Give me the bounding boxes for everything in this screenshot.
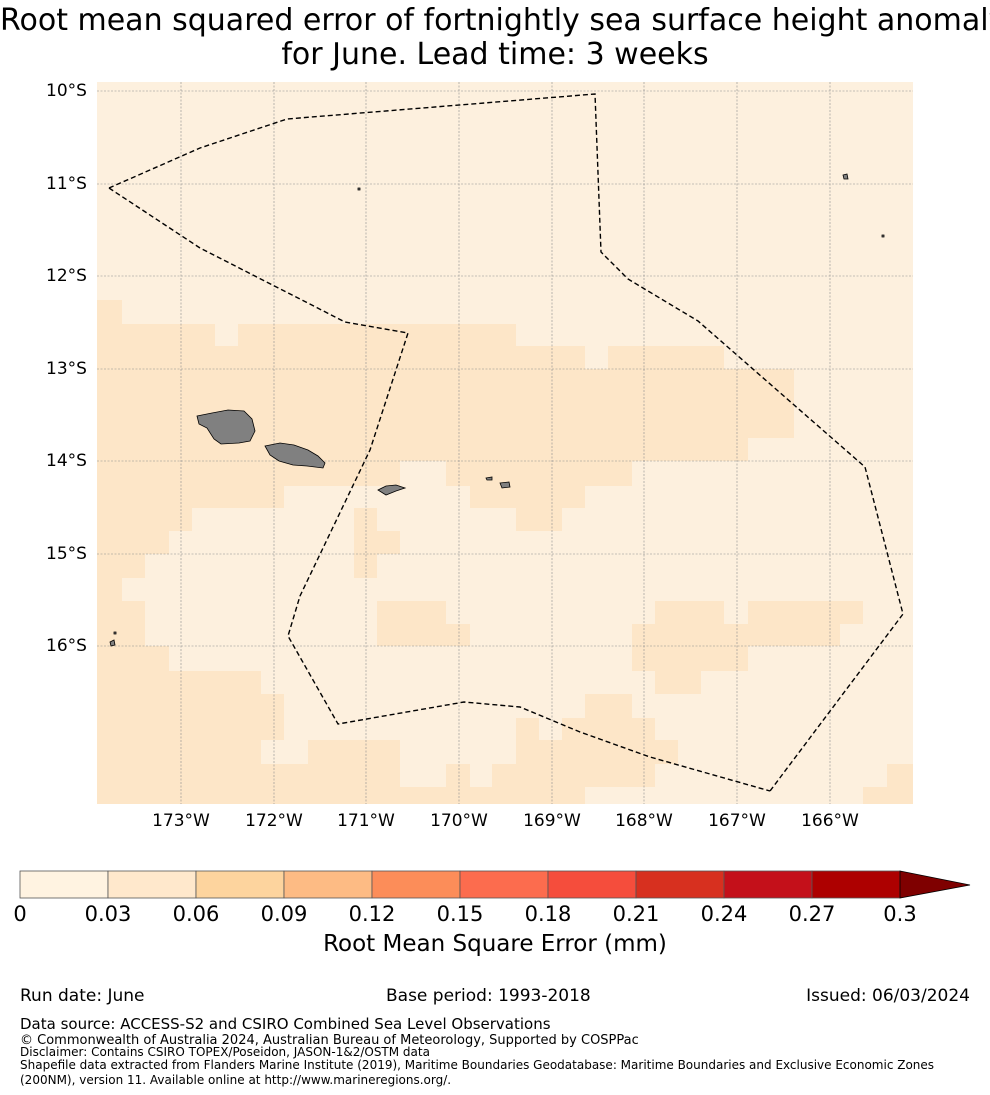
lon-label-166w: 166°W — [801, 811, 859, 831]
colorbar-segment — [283, 870, 373, 899]
lon-label-173w: 173°W — [152, 811, 210, 831]
lat-label-13s: 13°S — [46, 359, 87, 379]
colorbar-segments — [19, 870, 901, 899]
colorbar-segment — [635, 870, 725, 899]
colorbar-segment — [19, 870, 109, 899]
rmse-cells — [97, 300, 913, 804]
rmse-cell-patch-west — [97, 601, 284, 764]
lat-label-11s: 11°S — [46, 174, 87, 194]
map-title: Root mean squared error of fortnightly s… — [0, 4, 990, 72]
gridlines — [97, 82, 913, 804]
base-period: Base period: 1993-2018 — [386, 986, 591, 1006]
shapefile-credit-line-2: (200NM), version 11. Available online at… — [20, 1073, 452, 1087]
eez-boundary-north — [108, 93, 904, 792]
eez-boundary-west — [108, 187, 771, 792]
rmse-cell-patch-south — [97, 694, 678, 804]
colorbar-tick: 0.06 — [172, 902, 220, 926]
land-tau — [499, 481, 511, 489]
colorbar-segment — [459, 870, 549, 899]
shapefile-credit-line-1: Shapefile data extracted from Flanders M… — [20, 1058, 935, 1072]
lat-label-16s: 16°S — [46, 636, 87, 656]
colorbar — [19, 870, 971, 899]
colorbar-segment — [195, 870, 285, 899]
rmse-cell-band-north — [97, 300, 794, 601]
colorbar-segment — [811, 870, 901, 899]
data-source: Data source: ACCESS-S2 and CSIRO Combine… — [20, 1015, 551, 1033]
rmse-cell-patch-southeast — [863, 764, 913, 804]
land-wallis-islet — [113, 631, 117, 635]
map-panel — [97, 82, 913, 804]
lon-label-172w: 172°W — [245, 811, 303, 831]
colorbar-tick: 0.03 — [84, 902, 132, 926]
lon-label-169w: 169°W — [523, 811, 581, 831]
land-masses — [109, 173, 885, 647]
colorbar-tick: 0.24 — [700, 902, 748, 926]
copyright: © Commonwealth of Australia 2024, Austra… — [20, 1033, 639, 1048]
lat-label-15s: 15°S — [46, 544, 87, 564]
lon-label-171w: 171°W — [337, 811, 395, 831]
lat-label-14s: 14°S — [46, 451, 87, 471]
title-line-2: for June. Lead time: 3 weeks — [281, 37, 709, 72]
lat-label-12s: 12°S — [46, 266, 87, 286]
land-wallis — [109, 639, 116, 647]
lon-label-170w: 170°W — [430, 811, 488, 831]
land-swains — [842, 173, 849, 180]
title-line-1: Root mean squared error of fortnightly s… — [0, 3, 990, 38]
rmse-cell-patch-center — [354, 508, 400, 578]
land-savaii — [196, 409, 256, 445]
eez-boundaries — [108, 93, 904, 792]
colorbar-tick: 0.21 — [612, 902, 660, 926]
colorbar-label: Root Mean Square Error (mm) — [323, 931, 667, 957]
colorbar-tick: 0.18 — [524, 902, 572, 926]
rmse-cell-patch-east — [632, 601, 863, 694]
land-tutuila — [377, 484, 407, 496]
colorbar-segment — [107, 870, 197, 899]
colorbar-tick: 0.09 — [260, 902, 308, 926]
lat-label-10s: 10°S — [46, 81, 87, 101]
issued-date: Issued: 06/03/2024 — [806, 986, 970, 1006]
land-swains-islet — [357, 187, 361, 191]
colorbar-tick: 0.27 — [788, 902, 836, 926]
colorbar-tick: 0.3 — [883, 902, 917, 926]
colorbar-tick: 0 — [13, 902, 27, 926]
run-date: Run date: June — [20, 986, 145, 1006]
colorbar-segment — [723, 870, 813, 899]
land-ofu — [485, 476, 493, 481]
land-upolu — [264, 442, 326, 469]
rmse-cell-patch-south-center — [377, 601, 470, 646]
disclaimer: Disclaimer: Contains CSIRO TOPEX/Poseido… — [20, 1045, 430, 1059]
colorbar-extend-arrow — [899, 870, 971, 899]
colorbar-segment — [547, 870, 637, 899]
colorbar-segment — [371, 870, 461, 899]
lon-label-168w: 168°W — [615, 811, 673, 831]
lon-label-167w: 167°W — [708, 811, 766, 831]
colorbar-tick: 0.15 — [436, 902, 484, 926]
land-rose-atoll — [881, 234, 885, 238]
colorbar-tick: 0.12 — [348, 902, 396, 926]
